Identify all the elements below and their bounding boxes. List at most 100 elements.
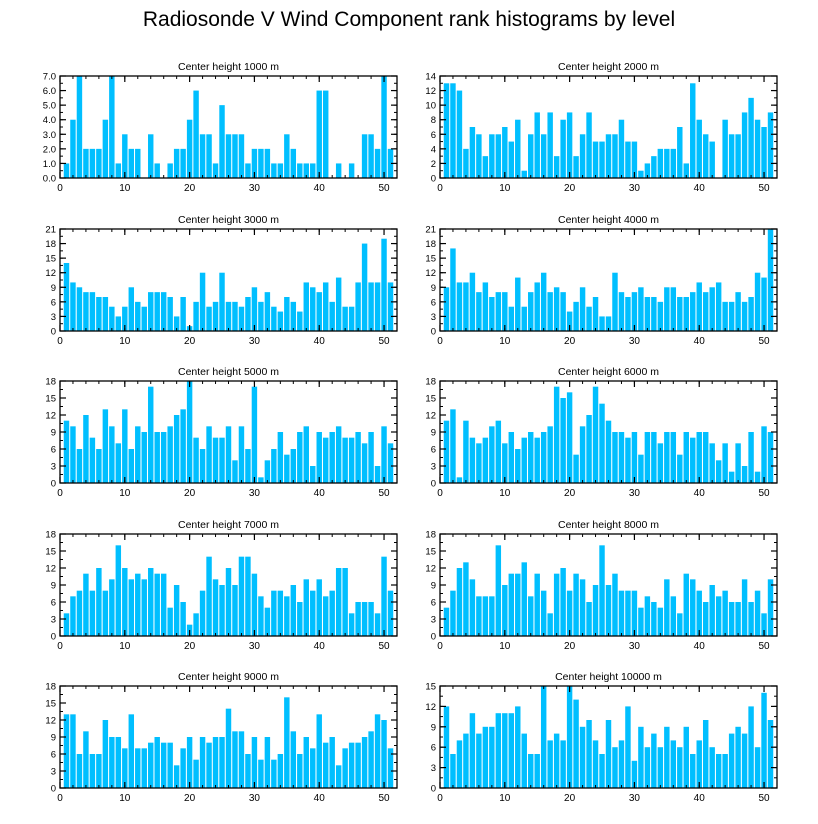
bar	[329, 590, 335, 636]
bar	[173, 765, 180, 788]
bar	[245, 449, 251, 483]
bar	[154, 163, 160, 178]
bar	[605, 720, 612, 788]
bar	[560, 398, 566, 483]
x-tick-label: 20	[564, 336, 576, 347]
bar	[297, 163, 303, 178]
bar	[767, 112, 774, 178]
bar	[456, 568, 463, 636]
bar	[199, 449, 206, 483]
bar	[303, 282, 309, 331]
bar	[469, 437, 476, 483]
bar	[225, 134, 232, 178]
x-tick-label: 0	[437, 183, 443, 194]
bar	[160, 573, 167, 636]
bar	[482, 282, 489, 331]
bar	[566, 392, 573, 483]
bar	[644, 596, 651, 636]
bar	[70, 714, 76, 788]
bar	[199, 272, 206, 331]
bar	[70, 119, 76, 178]
bar	[374, 613, 381, 636]
bar	[638, 287, 644, 331]
bar	[355, 282, 361, 331]
bar	[482, 596, 489, 636]
y-tick-label: 6	[431, 598, 436, 609]
bar	[443, 706, 450, 788]
bar	[553, 386, 560, 483]
bar	[502, 127, 508, 178]
bar	[515, 449, 521, 483]
bar	[761, 426, 767, 483]
bar	[754, 590, 761, 636]
panel-title: Center height 3000 m	[178, 214, 279, 226]
bar	[335, 765, 342, 788]
bar	[277, 432, 284, 483]
bar	[728, 602, 735, 636]
bar	[450, 409, 456, 483]
bar	[258, 148, 264, 178]
bar	[167, 163, 173, 178]
bar	[355, 432, 361, 483]
x-tick-label: 30	[629, 336, 641, 347]
x-tick-label: 50	[378, 793, 390, 804]
bar	[70, 282, 76, 331]
x-tick-label: 30	[249, 793, 261, 804]
bar	[664, 287, 670, 331]
bar	[193, 759, 199, 788]
bar	[657, 607, 664, 636]
bar	[456, 282, 463, 331]
bar	[180, 409, 186, 483]
page-title: Radiosonde V Wind Component rank histogr…	[142, 8, 676, 31]
bar	[754, 747, 761, 788]
bar	[258, 477, 264, 483]
panel-title: Center height 7000 m	[178, 519, 279, 531]
histogram-panel: Center height 5000 m 0 10 20 30 40 50 0 3 6 9 12 15 1…	[45, 366, 398, 499]
bar	[264, 607, 271, 636]
bar	[232, 585, 238, 636]
bar	[128, 579, 135, 636]
bar	[592, 386, 599, 483]
bar	[128, 287, 135, 331]
bar	[335, 568, 342, 636]
bar	[271, 759, 277, 788]
bar	[284, 596, 290, 636]
bar	[741, 579, 748, 636]
bar	[638, 170, 644, 178]
bar	[128, 449, 135, 483]
bar	[148, 386, 154, 483]
bar	[625, 141, 631, 178]
bar	[690, 83, 696, 178]
bar	[450, 83, 456, 178]
bar	[592, 740, 599, 788]
y-tick-label: 4.0	[43, 115, 56, 126]
bar	[722, 590, 728, 636]
bar	[109, 426, 115, 483]
bar	[502, 585, 508, 636]
bar	[683, 432, 689, 483]
bar	[277, 754, 284, 788]
bar	[748, 97, 754, 178]
bar	[173, 415, 180, 483]
bar	[303, 426, 309, 483]
panel-title: Center height 9000 m	[178, 671, 279, 683]
bar	[83, 292, 89, 331]
bar	[502, 292, 508, 331]
bar	[592, 297, 599, 331]
bar	[284, 454, 290, 483]
bar	[348, 306, 355, 331]
y-tick-label: 9	[51, 283, 56, 294]
bar	[579, 426, 586, 483]
bar	[271, 306, 277, 331]
bar	[560, 119, 566, 178]
y-tick-label: 6	[51, 297, 56, 308]
bar	[592, 141, 599, 178]
panel-title: Center height 8000 m	[558, 519, 659, 531]
bar	[644, 432, 651, 483]
bar	[508, 141, 515, 178]
bar	[540, 134, 547, 178]
bar	[670, 432, 677, 483]
bar	[303, 579, 309, 636]
bar	[573, 454, 579, 483]
